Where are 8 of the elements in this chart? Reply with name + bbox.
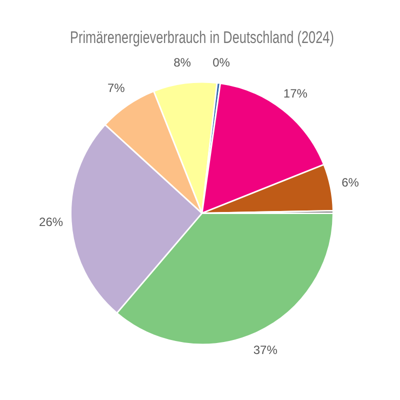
data-label: 8%	[174, 56, 192, 70]
data-label: 6%	[342, 176, 360, 190]
data-label: 26%	[39, 214, 64, 229]
data-label: 7%	[108, 80, 126, 95]
data-label: 17%	[283, 86, 308, 101]
data-label: 0%	[212, 55, 230, 70]
chart-title: Primärenergieverbrauch in Deutschland (2024)	[70, 28, 334, 48]
data-label: 37%	[253, 342, 278, 357]
